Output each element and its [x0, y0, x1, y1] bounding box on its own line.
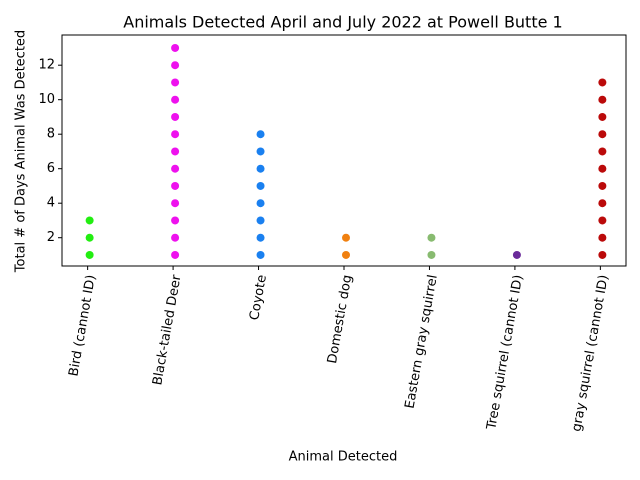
x-tick-label: Tree squirrel (cannot ID) — [484, 274, 526, 432]
point — [598, 233, 607, 242]
y-axis-title: Total # of Days Animal Was Detected — [14, 30, 29, 273]
point — [598, 216, 607, 225]
point — [85, 250, 94, 259]
point — [171, 61, 180, 70]
y-tick-label: 12 — [38, 58, 55, 73]
point — [171, 95, 180, 104]
point — [171, 43, 180, 52]
point — [85, 233, 94, 242]
point — [598, 95, 607, 104]
point — [342, 233, 350, 242]
point — [256, 250, 265, 259]
point — [598, 250, 607, 259]
y-tick-label: 8 — [47, 127, 55, 142]
point — [171, 181, 180, 190]
point — [598, 147, 607, 156]
point — [171, 216, 180, 225]
point — [598, 130, 607, 139]
point — [598, 78, 607, 87]
y-tick-label: 2 — [47, 230, 55, 245]
point — [256, 199, 265, 208]
point — [598, 199, 607, 208]
point — [171, 164, 180, 173]
point — [256, 130, 265, 139]
point — [171, 112, 180, 121]
point — [256, 216, 265, 225]
point — [427, 233, 436, 242]
chart-title: Animals Detected April and July 2022 at … — [123, 13, 562, 32]
point — [171, 78, 180, 87]
y-tick-label: 6 — [47, 161, 55, 176]
x-tick-label: Eastern gray squirrel — [403, 274, 441, 410]
y-tick-label: 4 — [47, 196, 55, 211]
point — [342, 250, 350, 259]
point — [171, 199, 180, 208]
point — [171, 130, 180, 139]
point — [256, 181, 265, 190]
x-tick-label: Coyote — [247, 274, 270, 322]
x-tick-label: Black-tailed Deer — [150, 273, 184, 386]
point — [598, 164, 607, 173]
point — [171, 250, 180, 259]
x-tick-label: gray squirrel (cannot ID) — [569, 274, 611, 433]
point — [171, 147, 180, 156]
x-axis-title: Animal Detected — [289, 450, 398, 465]
point — [256, 233, 265, 242]
point — [512, 250, 521, 259]
point — [171, 233, 180, 242]
point — [85, 216, 94, 225]
plot-area — [61, 34, 627, 267]
point — [256, 164, 265, 173]
y-tick-label: 10 — [38, 92, 55, 107]
point — [427, 250, 436, 259]
point — [256, 147, 265, 156]
x-tick-label: Domestic dog — [325, 274, 355, 365]
point — [598, 181, 607, 190]
x-tick-label: Bird (cannot ID) — [66, 274, 99, 378]
point — [598, 112, 607, 121]
